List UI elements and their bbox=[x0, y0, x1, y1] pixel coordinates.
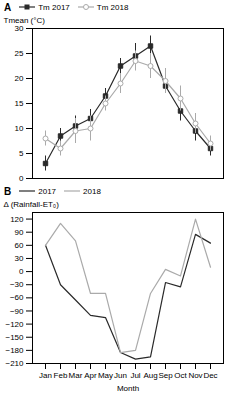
svg-text:−90: −90 bbox=[10, 307, 24, 316]
svg-text:Dec: Dec bbox=[203, 371, 217, 380]
svg-text:Feb: Feb bbox=[54, 371, 68, 380]
svg-text:0: 0 bbox=[19, 174, 24, 183]
svg-text:Tmean (°C): Tmean (°C) bbox=[4, 16, 46, 25]
svg-text:20: 20 bbox=[15, 74, 24, 83]
svg-text:−210: −210 bbox=[5, 359, 24, 368]
html-text:2018: 2018 bbox=[83, 186, 101, 196]
svg-text:25: 25 bbox=[15, 49, 24, 58]
svg-text:−60: −60 bbox=[10, 293, 24, 302]
html-text:Tm 2018: Tm 2018 bbox=[96, 2, 129, 12]
html-text:A: A bbox=[4, 1, 12, 13]
svg-text:Jul: Jul bbox=[130, 371, 140, 380]
html-text:Tm 2017: Tm 2017 bbox=[38, 2, 70, 12]
svg-text:May: May bbox=[98, 371, 113, 380]
svg-text:−150: −150 bbox=[5, 333, 24, 342]
svg-text:60: 60 bbox=[15, 241, 24, 250]
svg-text:−180: −180 bbox=[5, 346, 24, 355]
svg-text:Jan: Jan bbox=[39, 371, 52, 380]
svg-text:90: 90 bbox=[15, 228, 24, 237]
svg-text:0: 0 bbox=[19, 267, 24, 276]
svg-text:30: 30 bbox=[15, 254, 24, 263]
svg-text:5: 5 bbox=[19, 149, 24, 158]
svg-text:−120: −120 bbox=[5, 320, 24, 329]
svg-text:30: 30 bbox=[15, 24, 24, 33]
svg-text:Mar: Mar bbox=[69, 371, 83, 380]
svg-text:Δ (Rainfall-ET₀): Δ (Rainfall-ET₀) bbox=[4, 200, 60, 209]
svg-text:120: 120 bbox=[10, 215, 24, 224]
svg-text:Oct: Oct bbox=[174, 371, 187, 380]
svg-text:Aug: Aug bbox=[143, 371, 157, 380]
svg-text:Nov: Nov bbox=[188, 371, 202, 380]
svg-text:15: 15 bbox=[15, 99, 24, 108]
svg-text:Month: Month bbox=[117, 384, 139, 393]
html-text:B: B bbox=[4, 185, 12, 197]
html-text:2017: 2017 bbox=[38, 186, 56, 196]
svg-text:Jun: Jun bbox=[114, 371, 127, 380]
svg-text:10: 10 bbox=[15, 124, 24, 133]
svg-text:Sep: Sep bbox=[158, 371, 173, 380]
svg-text:Apr: Apr bbox=[84, 371, 97, 380]
svg-text:−30: −30 bbox=[10, 280, 24, 289]
